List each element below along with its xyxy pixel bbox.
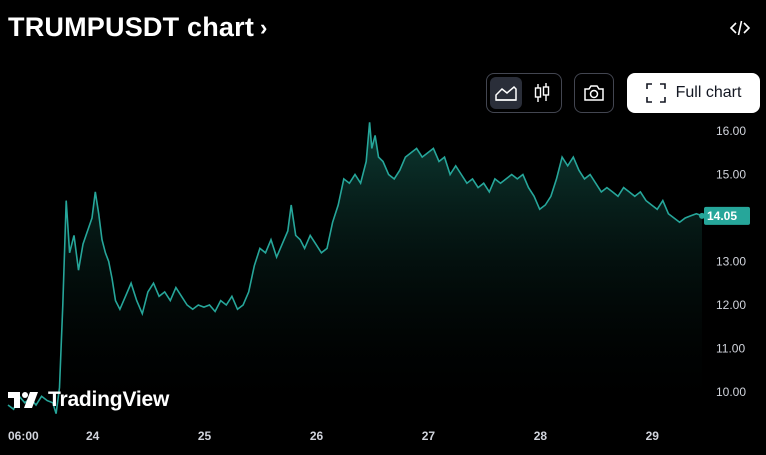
x-axis: 06:00 24 25 26 27 28 29: [8, 429, 659, 443]
y-tick-label: 10.00: [716, 385, 746, 399]
x-tick-label: 06:00: [8, 429, 39, 443]
camera-icon: [584, 85, 604, 101]
x-tick-label: 26: [310, 429, 324, 443]
series-area-fill: [8, 122, 702, 419]
chart-title-text: TRUMPUSDT chart: [8, 12, 255, 42]
tradingview-logo-icon: [8, 392, 38, 408]
tradingview-logo[interactable]: TradingView: [8, 388, 169, 412]
y-tick-label: 16.00: [716, 124, 746, 138]
candlestick-icon: [534, 83, 550, 102]
tradingview-logo-text: TradingView: [48, 388, 170, 411]
y-tick-label: 11.00: [716, 341, 745, 355]
fullscreen-icon: [645, 83, 666, 103]
last-price-label: 14.05: [707, 209, 737, 223]
x-tick-label: 24: [86, 429, 100, 443]
x-tick-label: 25: [198, 429, 212, 443]
candlestick-chart-button[interactable]: [526, 77, 558, 109]
chart-toolbar: [486, 73, 614, 113]
chevron-right-icon: ›: [260, 14, 268, 40]
area-chart-button[interactable]: [490, 77, 522, 109]
chart-title[interactable]: TRUMPUSDT chart ›: [8, 12, 268, 43]
x-tick-label: 27: [422, 429, 436, 443]
embed-button[interactable]: [726, 14, 754, 42]
last-point-dot: [699, 212, 705, 219]
x-tick-label: 28: [534, 429, 548, 443]
y-tick-label: 15.00: [716, 168, 746, 182]
last-price-marker: 14.05: [699, 206, 750, 225]
chart-type-switch: [486, 73, 562, 113]
last-price-label-bg: [704, 206, 750, 225]
area-chart-icon: [495, 85, 517, 101]
y-tick-label: 12.00: [716, 298, 746, 312]
series-line: [7, 122, 703, 414]
x-tick-label: 29: [646, 429, 660, 443]
full-chart-button[interactable]: Full chart: [627, 73, 760, 113]
full-chart-label: Full chart: [675, 84, 742, 101]
code-icon: [729, 20, 751, 36]
snapshot-button[interactable]: [574, 73, 614, 113]
y-tick-label: 13.00: [716, 254, 746, 268]
